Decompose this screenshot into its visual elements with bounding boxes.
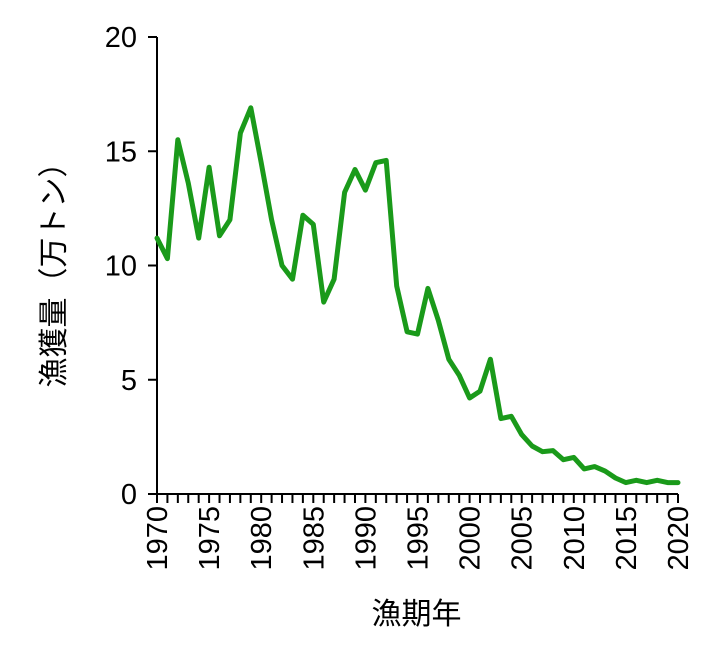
x-tick-label: 2010 [559, 506, 591, 571]
y-tick-label: 5 [121, 365, 137, 397]
y-tick-label: 15 [105, 136, 137, 168]
x-tick-label: 1985 [298, 506, 330, 571]
x-tick-label: 2005 [507, 506, 539, 571]
x-tick-label: 1995 [403, 506, 435, 571]
x-tick-label: 1975 [194, 506, 226, 571]
x-tick-label: 1970 [142, 506, 174, 571]
x-axis: 1970 1975 1980 1985 1990 1995 2000 2005 2010 2015… [142, 493, 695, 571]
x-tick-label: 2000 [455, 506, 487, 571]
x-tick-label: 2015 [611, 506, 643, 571]
y-axis: 0 5 10 15 20 [105, 22, 158, 511]
y-tick-label: 10 [105, 251, 137, 283]
x-tick-label: 2020 [663, 506, 695, 571]
y-tick-label: 0 [121, 479, 137, 511]
x-tick-label: 1980 [246, 506, 278, 571]
catch-series-line [154, 105, 681, 486]
y-tick-label: 20 [105, 22, 137, 54]
x-tick-label: 1990 [350, 506, 382, 571]
y-axis-title: 漁獲量（万トン） [37, 148, 72, 388]
x-axis-title: 漁期年 [372, 597, 462, 632]
